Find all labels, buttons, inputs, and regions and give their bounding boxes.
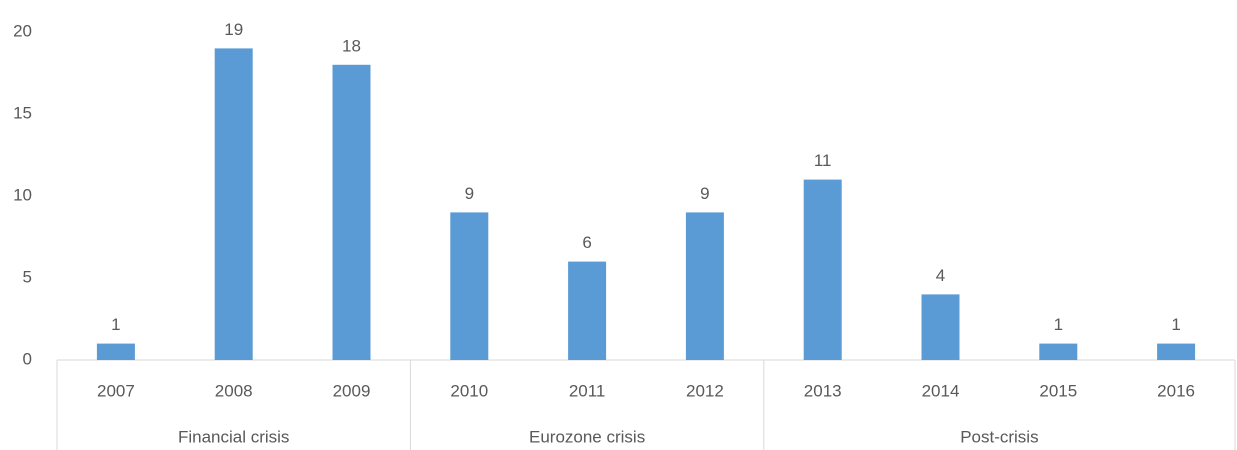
data-label: 9 <box>700 184 709 203</box>
group-label: Financial crisis <box>178 427 289 446</box>
bar <box>96 343 135 360</box>
x-tick-label: 2007 <box>97 381 135 400</box>
x-tick-label: 2008 <box>215 381 253 400</box>
data-label: 4 <box>936 266 945 285</box>
bar <box>1157 343 1196 360</box>
data-label: 1 <box>111 315 120 334</box>
data-label: 6 <box>582 233 591 252</box>
bar <box>685 212 724 360</box>
y-tick-label: 5 <box>23 267 32 286</box>
bar <box>450 212 489 360</box>
x-tick-label: 2015 <box>1039 381 1077 400</box>
group-label: Post-crisis <box>960 427 1038 446</box>
data-label: 9 <box>465 184 474 203</box>
x-tick-label: 2013 <box>804 381 842 400</box>
data-label: 18 <box>342 36 361 55</box>
y-tick-label: 0 <box>23 349 32 368</box>
y-tick-label: 20 <box>13 21 32 40</box>
x-tick-label: 2016 <box>1157 381 1195 400</box>
bar <box>568 261 607 360</box>
y-tick-label: 10 <box>13 185 32 204</box>
x-tick-label: 2012 <box>686 381 724 400</box>
bar <box>1039 343 1078 360</box>
y-tick-label: 15 <box>13 103 32 122</box>
data-label: 19 <box>224 20 243 39</box>
bar <box>214 48 253 361</box>
x-tick-label: 2011 <box>569 381 606 400</box>
data-label: 1 <box>1171 315 1180 334</box>
data-label: 1 <box>1054 315 1063 334</box>
data-label: 11 <box>814 151 832 170</box>
group-label: Eurozone crisis <box>529 427 645 446</box>
bar <box>332 64 371 361</box>
x-tick-label: 2009 <box>333 381 371 400</box>
x-tick-label: 2010 <box>450 381 488 400</box>
bar <box>921 294 960 360</box>
bar <box>803 179 842 360</box>
x-tick-label: 2014 <box>922 381 960 400</box>
